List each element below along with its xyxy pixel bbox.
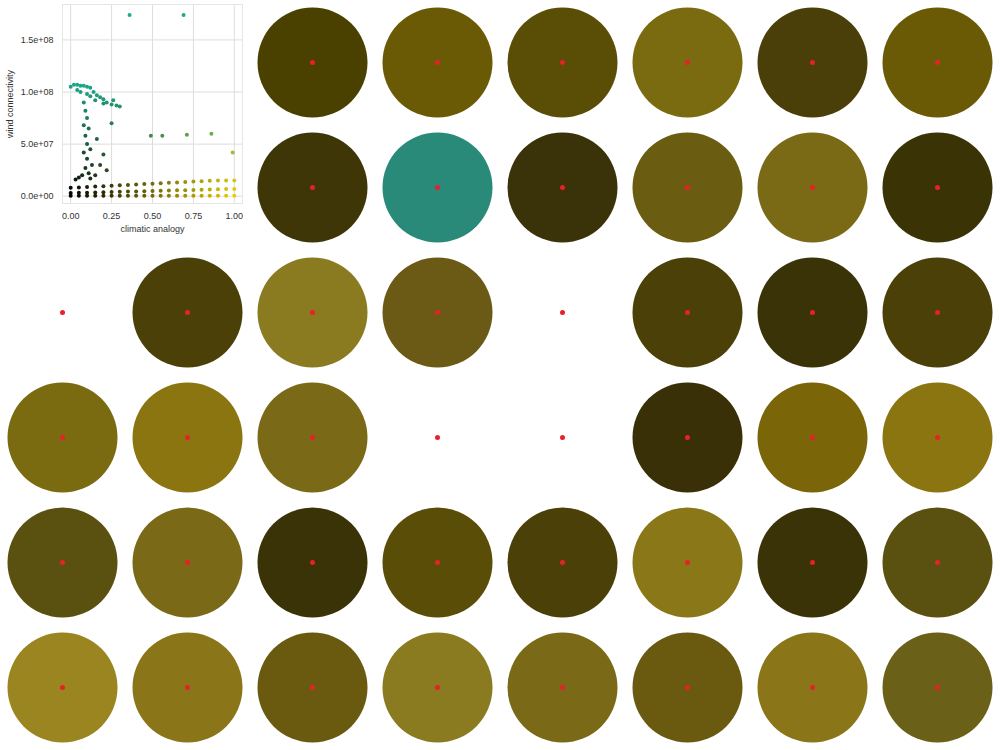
svg-text:1.00: 1.00	[226, 211, 244, 221]
svg-text:5.0e+07: 5.0e+07	[21, 139, 54, 149]
svg-text:1.5e+08: 1.5e+08	[21, 35, 54, 45]
svg-text:climatic analogy: climatic analogy	[120, 224, 185, 234]
svg-text:0.0e+00: 0.0e+00	[21, 191, 54, 201]
svg-text:0.50: 0.50	[144, 211, 162, 221]
svg-text:1.0e+08: 1.0e+08	[21, 87, 54, 97]
svg-text:0.75: 0.75	[185, 211, 203, 221]
svg-text:0.00: 0.00	[62, 211, 80, 221]
svg-text:wind connectivity: wind connectivity	[5, 69, 15, 139]
svg-text:0.25: 0.25	[103, 211, 121, 221]
